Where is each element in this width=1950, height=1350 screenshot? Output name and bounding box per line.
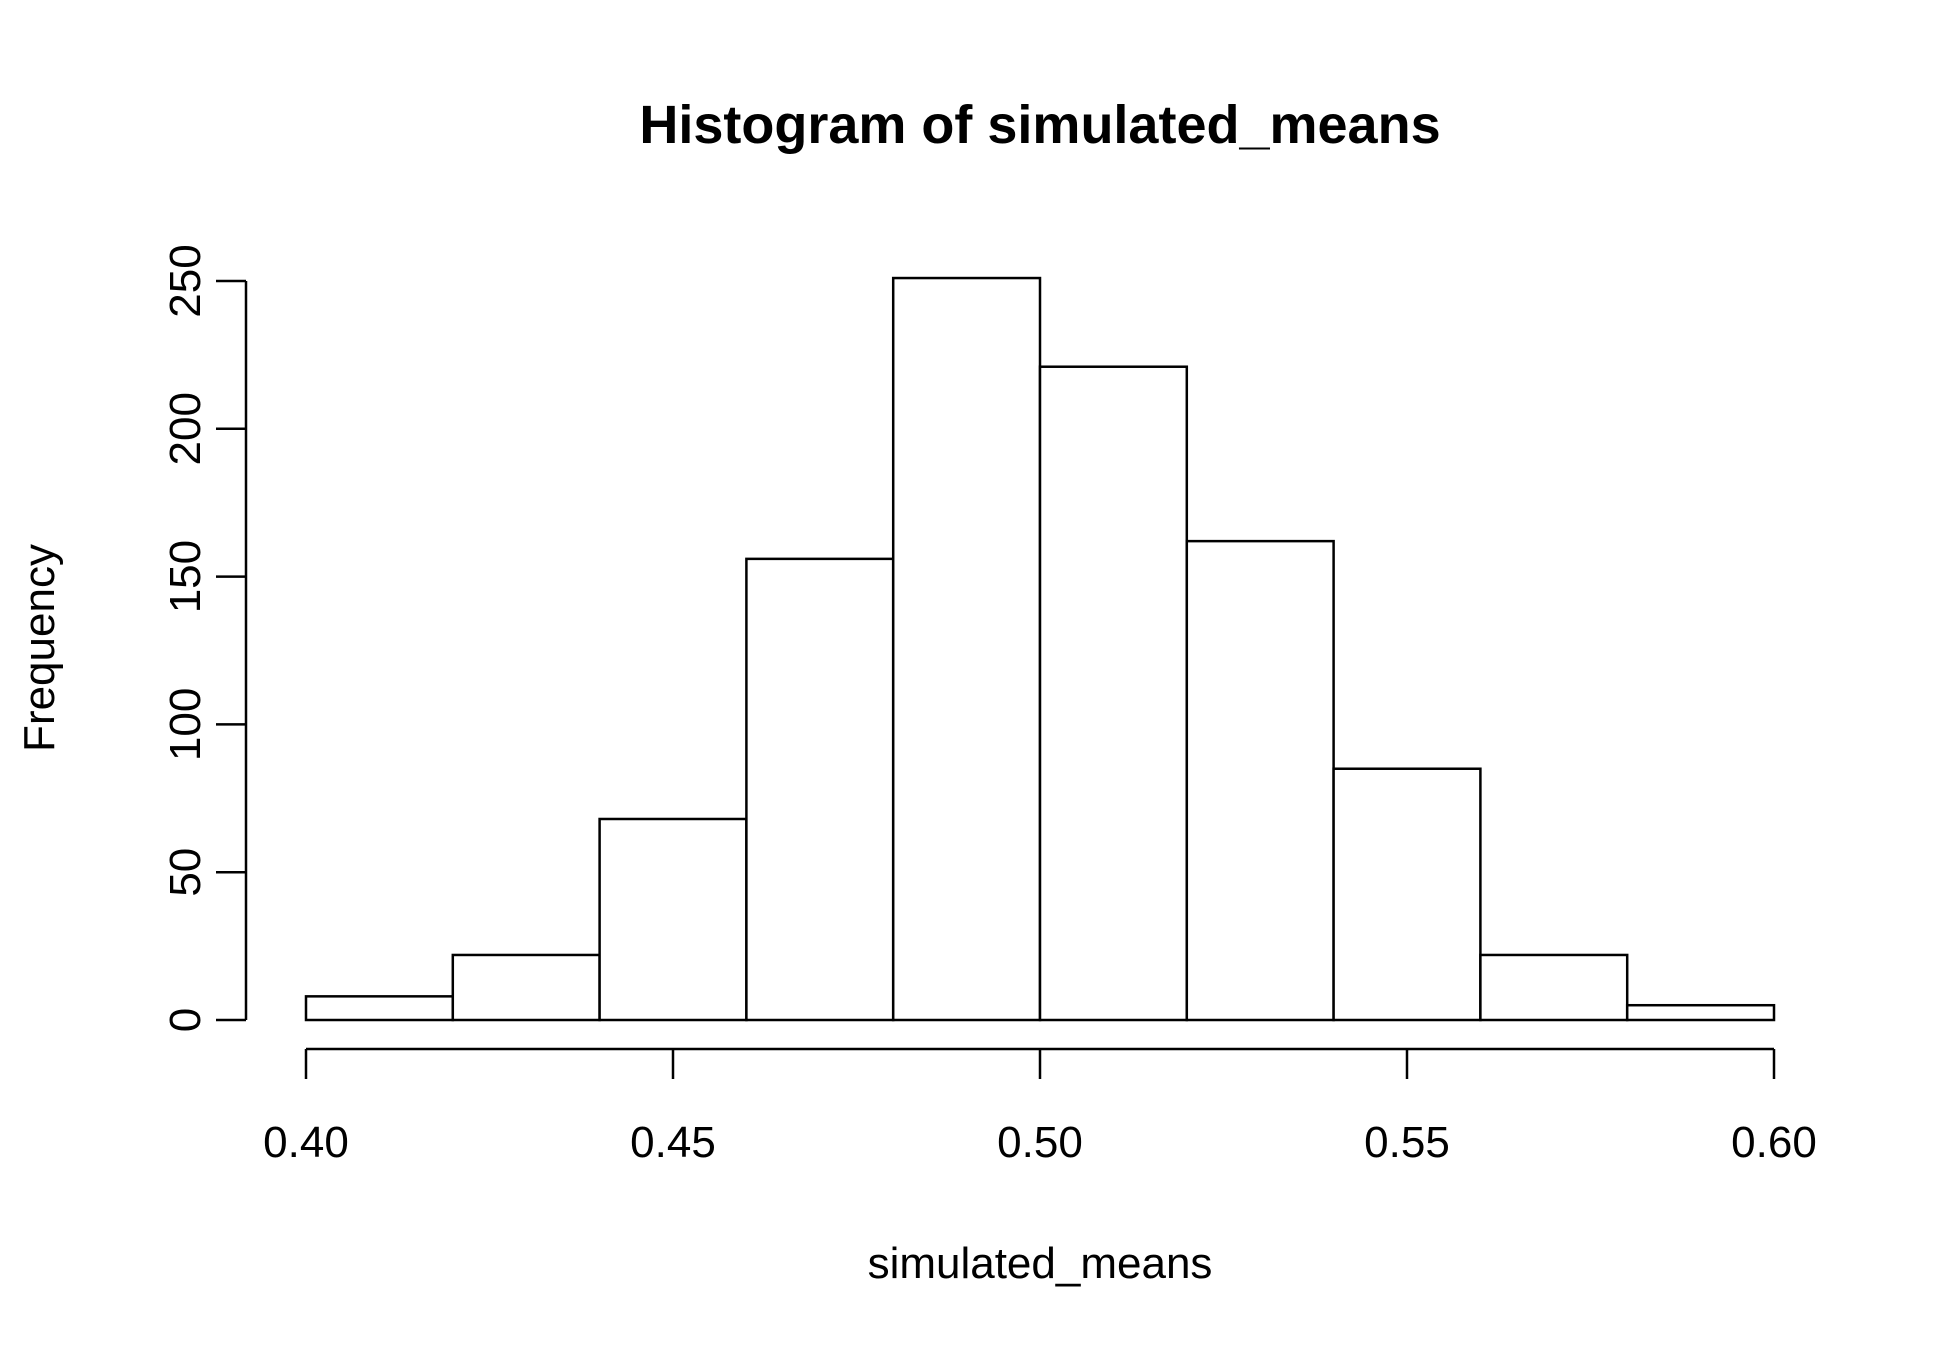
x-axis: 0.40 0.45 0.50 0.55 0.60	[263, 1047, 1817, 1167]
y-tick-label: 150	[161, 540, 210, 613]
histogram-bars	[304, 276, 1776, 1022]
x-tick-label: 0.45	[630, 1118, 716, 1167]
y-tick-label: 100	[161, 688, 210, 761]
histogram-bar-2	[451, 953, 601, 1022]
histogram-bar-1	[304, 995, 455, 1022]
histogram-bar-7	[1185, 539, 1335, 1022]
histogram-bar-10	[1625, 1003, 1776, 1022]
x-tick-label: 0.40	[263, 1118, 349, 1167]
histogram-bar-4	[745, 557, 895, 1022]
x-axis-label: simulated_means	[868, 1239, 1213, 1288]
y-tick-label: 50	[161, 848, 210, 897]
x-tick-label: 0.50	[997, 1118, 1083, 1167]
y-tick-label: 200	[161, 392, 210, 465]
y-axis-label: Frequency	[15, 544, 64, 752]
histogram-bar-8	[1332, 767, 1482, 1022]
histogram-bar-5	[891, 276, 1042, 1022]
chart-title: Histogram of simulated_means	[639, 95, 1440, 155]
y-tick-label: 250	[161, 244, 210, 317]
y-axis: 0 50 100 150 200 250	[161, 244, 248, 1032]
y-tick-label: 0	[161, 1008, 210, 1032]
x-tick-label: 0.55	[1364, 1118, 1450, 1167]
histogram-bar-6	[1038, 365, 1189, 1022]
histogram-bar-9	[1479, 953, 1629, 1022]
x-tick-label: 0.60	[1731, 1118, 1817, 1167]
histogram-bar-3	[598, 817, 748, 1022]
